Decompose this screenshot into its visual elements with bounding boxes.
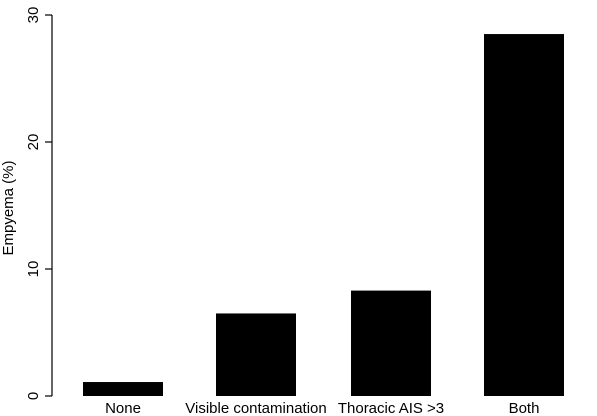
bar-1 <box>216 313 296 396</box>
y-tick-label-2: 20 <box>25 134 42 151</box>
bar-0 <box>83 382 163 396</box>
y-tick-label-0: 0 <box>25 392 42 400</box>
bar-2 <box>351 290 431 396</box>
y-tick-label-1: 10 <box>25 261 42 278</box>
x-category-label-3: Both <box>509 400 540 416</box>
x-category-label-0: None <box>105 400 141 416</box>
y-tick-label-3: 30 <box>25 7 42 24</box>
x-axis-labels: None Visible contamination Thoracic AIS >3… <box>105 400 539 416</box>
bar-3 <box>484 34 564 397</box>
y-axis-ticks: 0 10 20 30 <box>25 7 52 400</box>
bars <box>83 34 564 397</box>
x-category-label-2: Thoracic AIS >3 <box>338 400 444 416</box>
y-axis-title: Empyema (%) <box>0 160 17 255</box>
x-category-label-1: Visible contamination <box>185 400 326 416</box>
